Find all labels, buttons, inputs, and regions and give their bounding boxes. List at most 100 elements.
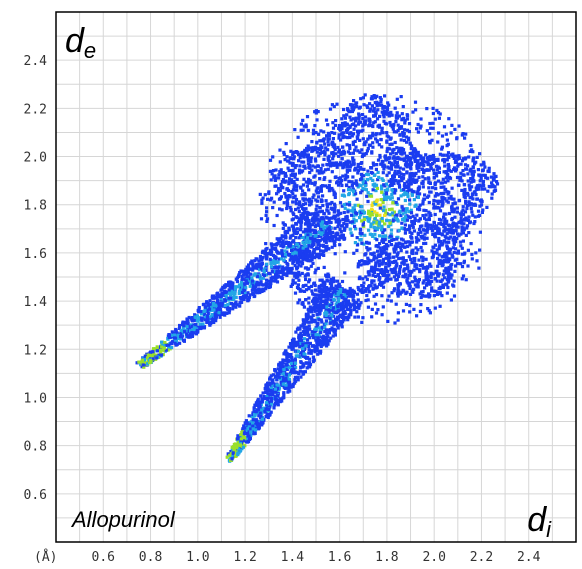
data-point — [302, 208, 306, 212]
data-point — [466, 179, 470, 183]
data-point — [280, 249, 284, 253]
data-point — [235, 303, 239, 307]
data-point — [430, 186, 435, 190]
data-point — [369, 107, 373, 111]
data-point — [405, 161, 409, 165]
data-point — [409, 146, 413, 150]
data-point — [375, 140, 379, 144]
data-point — [356, 203, 361, 207]
data-point — [316, 352, 320, 356]
data-point — [395, 163, 399, 167]
data-point — [421, 175, 425, 179]
data-point — [403, 272, 408, 276]
data-point — [342, 114, 346, 118]
data-point — [403, 198, 407, 203]
data-point — [303, 191, 307, 196]
data-point — [409, 235, 413, 240]
data-point — [455, 236, 459, 240]
data-point — [328, 239, 332, 243]
data-point — [461, 231, 465, 235]
data-point — [311, 164, 315, 168]
data-point — [456, 249, 460, 253]
data-point — [413, 180, 417, 184]
data-point — [483, 165, 487, 169]
data-point — [347, 160, 352, 164]
data-point — [194, 332, 198, 336]
data-point — [341, 310, 345, 314]
data-point — [447, 247, 451, 251]
data-point — [281, 239, 285, 243]
data-point — [253, 294, 257, 298]
data-point — [317, 154, 321, 158]
data-point — [428, 181, 432, 185]
data-point — [280, 268, 284, 272]
data-point — [362, 216, 367, 220]
data-point — [319, 234, 323, 238]
data-point — [435, 199, 439, 203]
data-point — [311, 253, 315, 257]
data-point — [455, 257, 459, 261]
data-point — [192, 328, 196, 332]
data-point — [445, 291, 449, 295]
data-point — [357, 113, 361, 117]
data-point — [339, 224, 344, 228]
data-point — [284, 142, 288, 146]
data-point — [452, 156, 456, 160]
data-point — [374, 167, 378, 171]
data-point — [326, 297, 330, 301]
data-point — [316, 218, 320, 222]
data-point — [327, 134, 332, 138]
data-point — [387, 135, 391, 139]
data-point — [264, 410, 268, 414]
data-point — [245, 265, 249, 269]
data-point — [325, 336, 329, 341]
data-point — [469, 143, 473, 148]
data-point — [413, 157, 417, 161]
data-point — [492, 172, 496, 176]
data-point — [415, 314, 419, 318]
data-point — [411, 150, 415, 154]
data-point — [463, 163, 468, 167]
data-point — [340, 183, 344, 188]
data-point — [408, 142, 412, 146]
data-point — [257, 283, 261, 287]
data-point — [296, 340, 300, 344]
data-point — [304, 277, 308, 282]
data-point — [330, 326, 334, 330]
data-point — [379, 270, 383, 274]
data-point — [376, 249, 380, 253]
data-point — [291, 245, 295, 249]
data-point — [302, 177, 306, 181]
data-point — [301, 154, 305, 158]
data-point — [424, 222, 428, 226]
data-point — [382, 115, 386, 119]
data-point — [435, 174, 439, 178]
data-point — [410, 249, 414, 253]
data-point — [347, 191, 351, 196]
data-point — [416, 186, 420, 190]
data-point — [398, 147, 402, 152]
data-point — [303, 218, 307, 222]
data-point — [465, 167, 469, 171]
data-point — [463, 210, 468, 214]
data-point — [404, 291, 408, 296]
data-point — [431, 224, 435, 229]
data-point — [399, 175, 404, 180]
data-point — [418, 292, 422, 296]
data-point — [445, 245, 449, 249]
data-point — [291, 251, 295, 256]
data-point — [375, 256, 379, 260]
data-point — [433, 117, 437, 121]
data-point — [285, 199, 289, 203]
data-point — [318, 349, 323, 353]
data-point — [379, 283, 383, 287]
data-point — [385, 247, 389, 251]
data-point — [341, 296, 345, 300]
data-point — [485, 205, 489, 209]
data-point — [403, 186, 407, 190]
data-point — [220, 301, 224, 305]
data-point — [274, 168, 278, 172]
data-point — [406, 114, 410, 118]
data-point — [297, 203, 301, 207]
data-point — [390, 183, 394, 187]
